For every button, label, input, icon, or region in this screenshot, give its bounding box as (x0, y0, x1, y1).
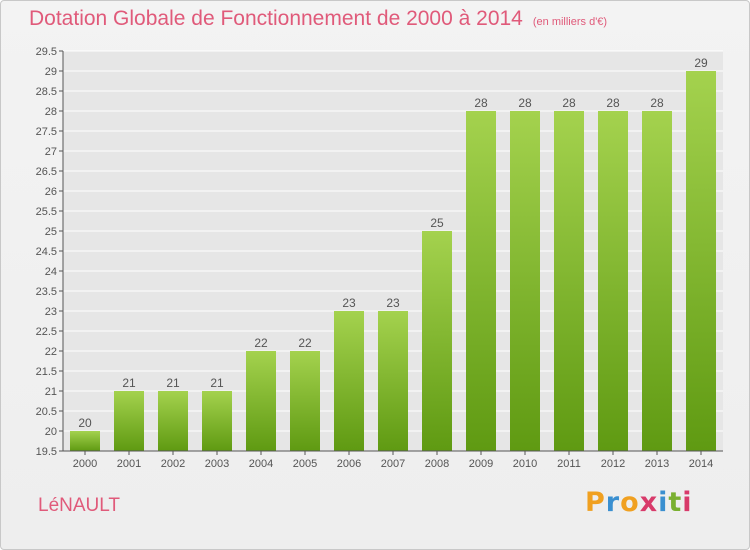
x-tick-label: 2012 (601, 458, 625, 470)
x-tick-label: 2002 (161, 458, 185, 470)
logo-letter: i (682, 487, 693, 518)
y-tick-label: 23 (45, 306, 57, 318)
y-tick-label: 24.5 (36, 246, 57, 258)
bar-value-label: 28 (650, 96, 664, 110)
y-tick-label: 29 (45, 66, 57, 78)
bar-value-label: 28 (562, 96, 576, 110)
bar (686, 71, 716, 451)
bar-value-label: 28 (518, 96, 532, 110)
x-tick-label: 2009 (469, 458, 493, 470)
y-tick-label: 26.5 (36, 166, 57, 178)
proxiti-logo: Proxiti (585, 487, 693, 518)
chart-title-text: Dotation Globale de Fonctionnement de 20… (29, 7, 523, 30)
bar (202, 391, 232, 451)
logo-letter: x (639, 487, 659, 518)
bar-value-label: 21 (122, 376, 136, 390)
bar-value-label: 29 (694, 56, 708, 70)
y-tick-label: 19.5 (36, 446, 57, 458)
y-tick-label: 27.5 (36, 126, 57, 138)
bar (554, 111, 584, 451)
bar-value-label: 21 (210, 376, 224, 390)
bar (378, 311, 408, 451)
bar-value-label: 25 (430, 216, 444, 230)
y-tick-label: 21 (45, 386, 57, 398)
x-tick-label: 2010 (513, 458, 537, 470)
y-tick-label: 22 (45, 346, 57, 358)
x-tick-label: 2007 (381, 458, 405, 470)
bar-value-label: 22 (254, 336, 268, 350)
bar-value-label: 20 (78, 416, 92, 430)
bar (158, 391, 188, 451)
bar (642, 111, 672, 451)
axes: 19.5 20 20.5 21 21.5 22 22.5 23 23.5 24 24.5 25 25.5… (36, 46, 723, 470)
y-tick-label: 29.5 (36, 46, 57, 58)
bar (246, 351, 276, 451)
y-tick-label: 25 (45, 226, 57, 238)
y-tick-label: 23.5 (36, 286, 57, 298)
bar (422, 231, 452, 451)
logo-letter: r (605, 487, 621, 518)
bar-value-label: 28 (474, 96, 488, 110)
bar (114, 391, 144, 451)
commune-name: LéNAULT (38, 495, 121, 516)
bar-value-label: 28 (606, 96, 620, 110)
x-tick-label: 2003 (205, 458, 229, 470)
bar (510, 111, 540, 451)
bar-value-label: 22 (298, 336, 312, 350)
x-tick-label: 2005 (293, 458, 317, 470)
chart-subtitle: (en milliers d'€) (532, 16, 608, 28)
y-tick-label: 24 (45, 266, 57, 278)
y-tick-label: 25.5 (36, 206, 57, 218)
bar-value-label: 23 (386, 296, 400, 310)
bars: 20 21 21 21 22 22 23 23 25 28 28 28 28 28 29 (70, 56, 716, 451)
bar (334, 311, 364, 451)
x-tick-label: 2008 (425, 458, 449, 470)
chart-title: Dotation Globale de Fonctionnement de 20… (29, 7, 607, 31)
x-tick-label: 2013 (645, 458, 669, 470)
bar (70, 431, 100, 451)
bar-value-label: 23 (342, 296, 356, 310)
logo-letter: P (585, 487, 606, 518)
bar (598, 111, 628, 451)
x-tick-label: 2000 (73, 458, 97, 470)
y-tick-label: 27 (45, 146, 57, 158)
y-tick-label: 21.5 (36, 366, 57, 378)
x-tick-label: 2006 (337, 458, 361, 470)
y-tick-label: 22.5 (36, 326, 57, 338)
x-tick-label: 2011 (557, 458, 581, 470)
y-tick-label: 20 (45, 426, 57, 438)
x-tick-label: 2001 (117, 458, 141, 470)
x-tick-label: 2014 (689, 458, 713, 470)
logo-letter: t (668, 487, 683, 518)
bar (466, 111, 496, 451)
x-tick-label: 2004 (249, 458, 273, 470)
logo-letter: o (620, 487, 640, 518)
y-tick-label: 26 (45, 186, 57, 198)
bar (290, 351, 320, 451)
bar-value-label: 21 (166, 376, 180, 390)
y-tick-label: 28 (45, 106, 57, 118)
y-tick-label: 28.5 (36, 86, 57, 98)
logo-letter: i (658, 487, 669, 518)
y-tick-label: 20.5 (36, 406, 57, 418)
